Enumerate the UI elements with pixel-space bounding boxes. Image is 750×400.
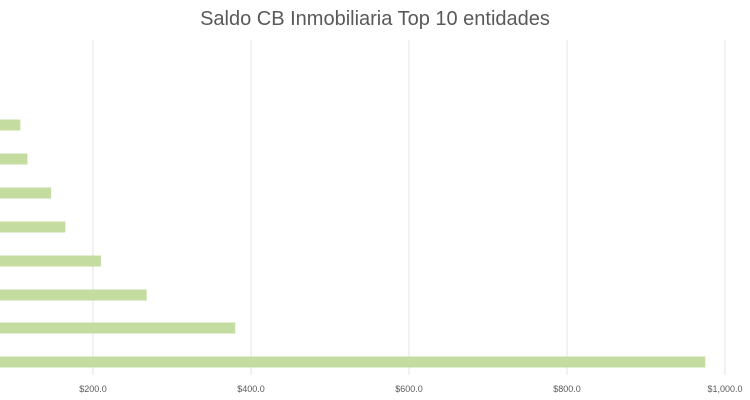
x-tick-label: $800.0	[553, 384, 581, 394]
x-tick-label: $600.0	[395, 384, 423, 394]
x-tick-label: $200.0	[79, 384, 107, 394]
x-tick-label: $400.0	[237, 384, 265, 394]
x-axis-tick-labels: $200.0 $400.0 $600.0 $800.0 $1,000.0	[79, 384, 742, 394]
bar	[0, 255, 101, 267]
bar	[0, 119, 21, 131]
bar	[0, 322, 236, 334]
bar	[0, 356, 706, 368]
x-tick-label: $1,000.0	[707, 384, 742, 394]
bar	[0, 221, 66, 233]
chart-title: Saldo CB Inmobiliaria Top 10 entidades	[200, 8, 550, 30]
bar	[0, 187, 52, 199]
bars	[0, 119, 706, 368]
bar	[0, 153, 28, 165]
grid-lines	[92, 40, 726, 375]
bar	[0, 289, 147, 301]
